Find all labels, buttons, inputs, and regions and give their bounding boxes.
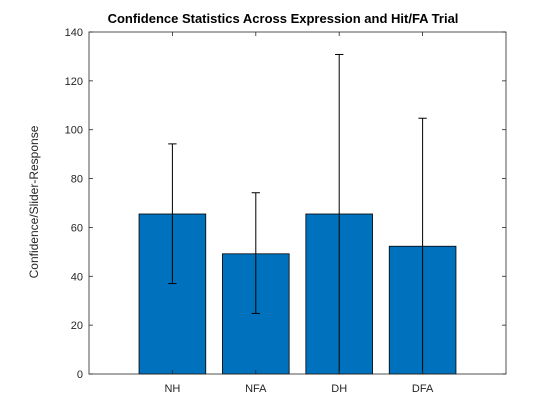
y-tick-label: 100 bbox=[65, 125, 83, 137]
axes-box bbox=[88, 31, 507, 375]
x-tick-label: NFA bbox=[245, 383, 267, 395]
x-tick-label: NH bbox=[164, 383, 180, 395]
x-tick-label: DH bbox=[331, 383, 347, 395]
y-axis-label: Confidence/Slider-Response bbox=[27, 125, 41, 278]
x-tick-label: DFA bbox=[412, 383, 434, 395]
y-tick-label: 20 bbox=[71, 320, 83, 332]
y-tick-label: 40 bbox=[71, 271, 83, 283]
y-tick-label: 140 bbox=[65, 27, 83, 39]
y-tick-label: 80 bbox=[71, 174, 83, 186]
plot-area: 0 20 40 60 80 100 120 140 NH NFA DH DFA bbox=[65, 27, 507, 395]
y-tick-label: 0 bbox=[77, 369, 83, 381]
chart-title: Confidence Statistics Across Expression … bbox=[108, 11, 459, 26]
y-tick-label: 120 bbox=[65, 76, 83, 88]
y-tick-label: 60 bbox=[71, 222, 83, 234]
